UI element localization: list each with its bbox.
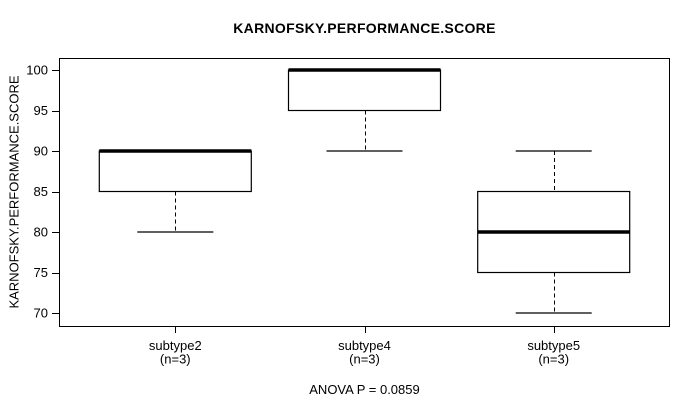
y-tick-label: 85 <box>34 184 48 199</box>
y-tick-label: 80 <box>34 225 48 240</box>
box-subtype4 <box>287 69 442 112</box>
anova-annotation: ANOVA P = 0.0859 <box>309 382 420 397</box>
y-tick-label: 70 <box>34 306 48 321</box>
x-tick-label: subtype2 <box>149 338 202 353</box>
x-tick-label: subtype4 <box>338 338 391 353</box>
box-subtype2 <box>98 150 252 193</box>
plot-border <box>59 58 670 327</box>
x-tick-sublabel: (n=3) <box>349 352 380 367</box>
y-tick-label: 90 <box>34 144 48 159</box>
y-tick-label: 75 <box>34 265 48 280</box>
y-tick-label: 95 <box>34 103 48 118</box>
x-tick-sublabel: (n=3) <box>160 352 191 367</box>
chart-title: KARNOFSKY.PERFORMANCE.SCORE <box>233 20 496 36</box>
x-tick-sublabel: (n=3) <box>538 352 569 367</box>
x-tick-label: subtype5 <box>527 338 580 353</box>
y-tick-label: 100 <box>26 63 48 78</box>
